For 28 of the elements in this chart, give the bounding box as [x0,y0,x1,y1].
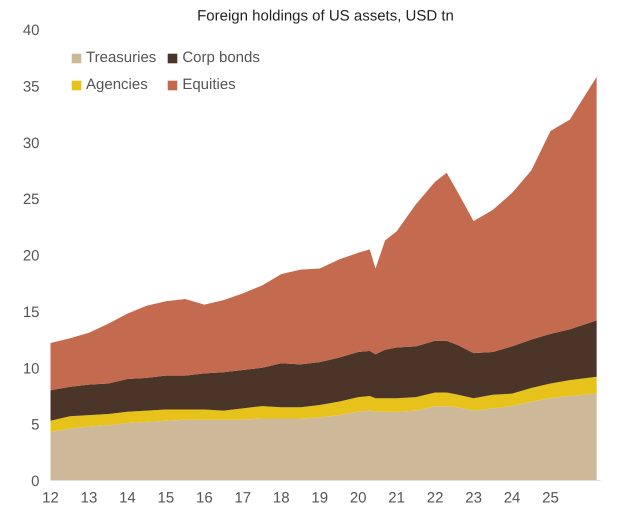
x-tick-label: 25 [542,490,559,506]
y-tick-label: 35 [22,78,40,96]
chart-title: Foreign holdings of US assets, USD tn [197,8,454,24]
y-tick-label: 15 [22,304,40,321]
x-tick-label: 22 [426,490,444,506]
legend-label: Corp bonds [182,49,260,66]
y-tick-label: 20 [22,248,40,264]
legend-label: Treasuries [86,49,156,66]
legend-label: Equities [182,76,236,93]
y-tick-label: 30 [22,134,40,152]
y-tick-label: 0 [31,473,40,490]
legend-label: Agencies [86,76,148,93]
x-tick-label: 12 [42,490,59,506]
x-tick-label: 21 [388,490,405,506]
x-tick-label: 13 [80,490,98,506]
x-tick-label: 16 [196,490,213,506]
x-tick-label: 18 [272,490,290,506]
x-tick-label: 15 [158,490,174,506]
y-tick-label: 5 [31,416,40,434]
x-tick-label: 17 [234,490,252,506]
x-tick-label: 19 [311,490,328,506]
y-tick-label: 10 [22,360,40,378]
y-tick-label: 40 [22,22,40,39]
x-tick-label: 20 [350,490,367,506]
x-tick-label: 23 [465,490,482,506]
x-tick-label: 14 [119,490,136,506]
y-tick-label: 25 [22,191,40,208]
x-tick-label: 24 [504,490,520,506]
